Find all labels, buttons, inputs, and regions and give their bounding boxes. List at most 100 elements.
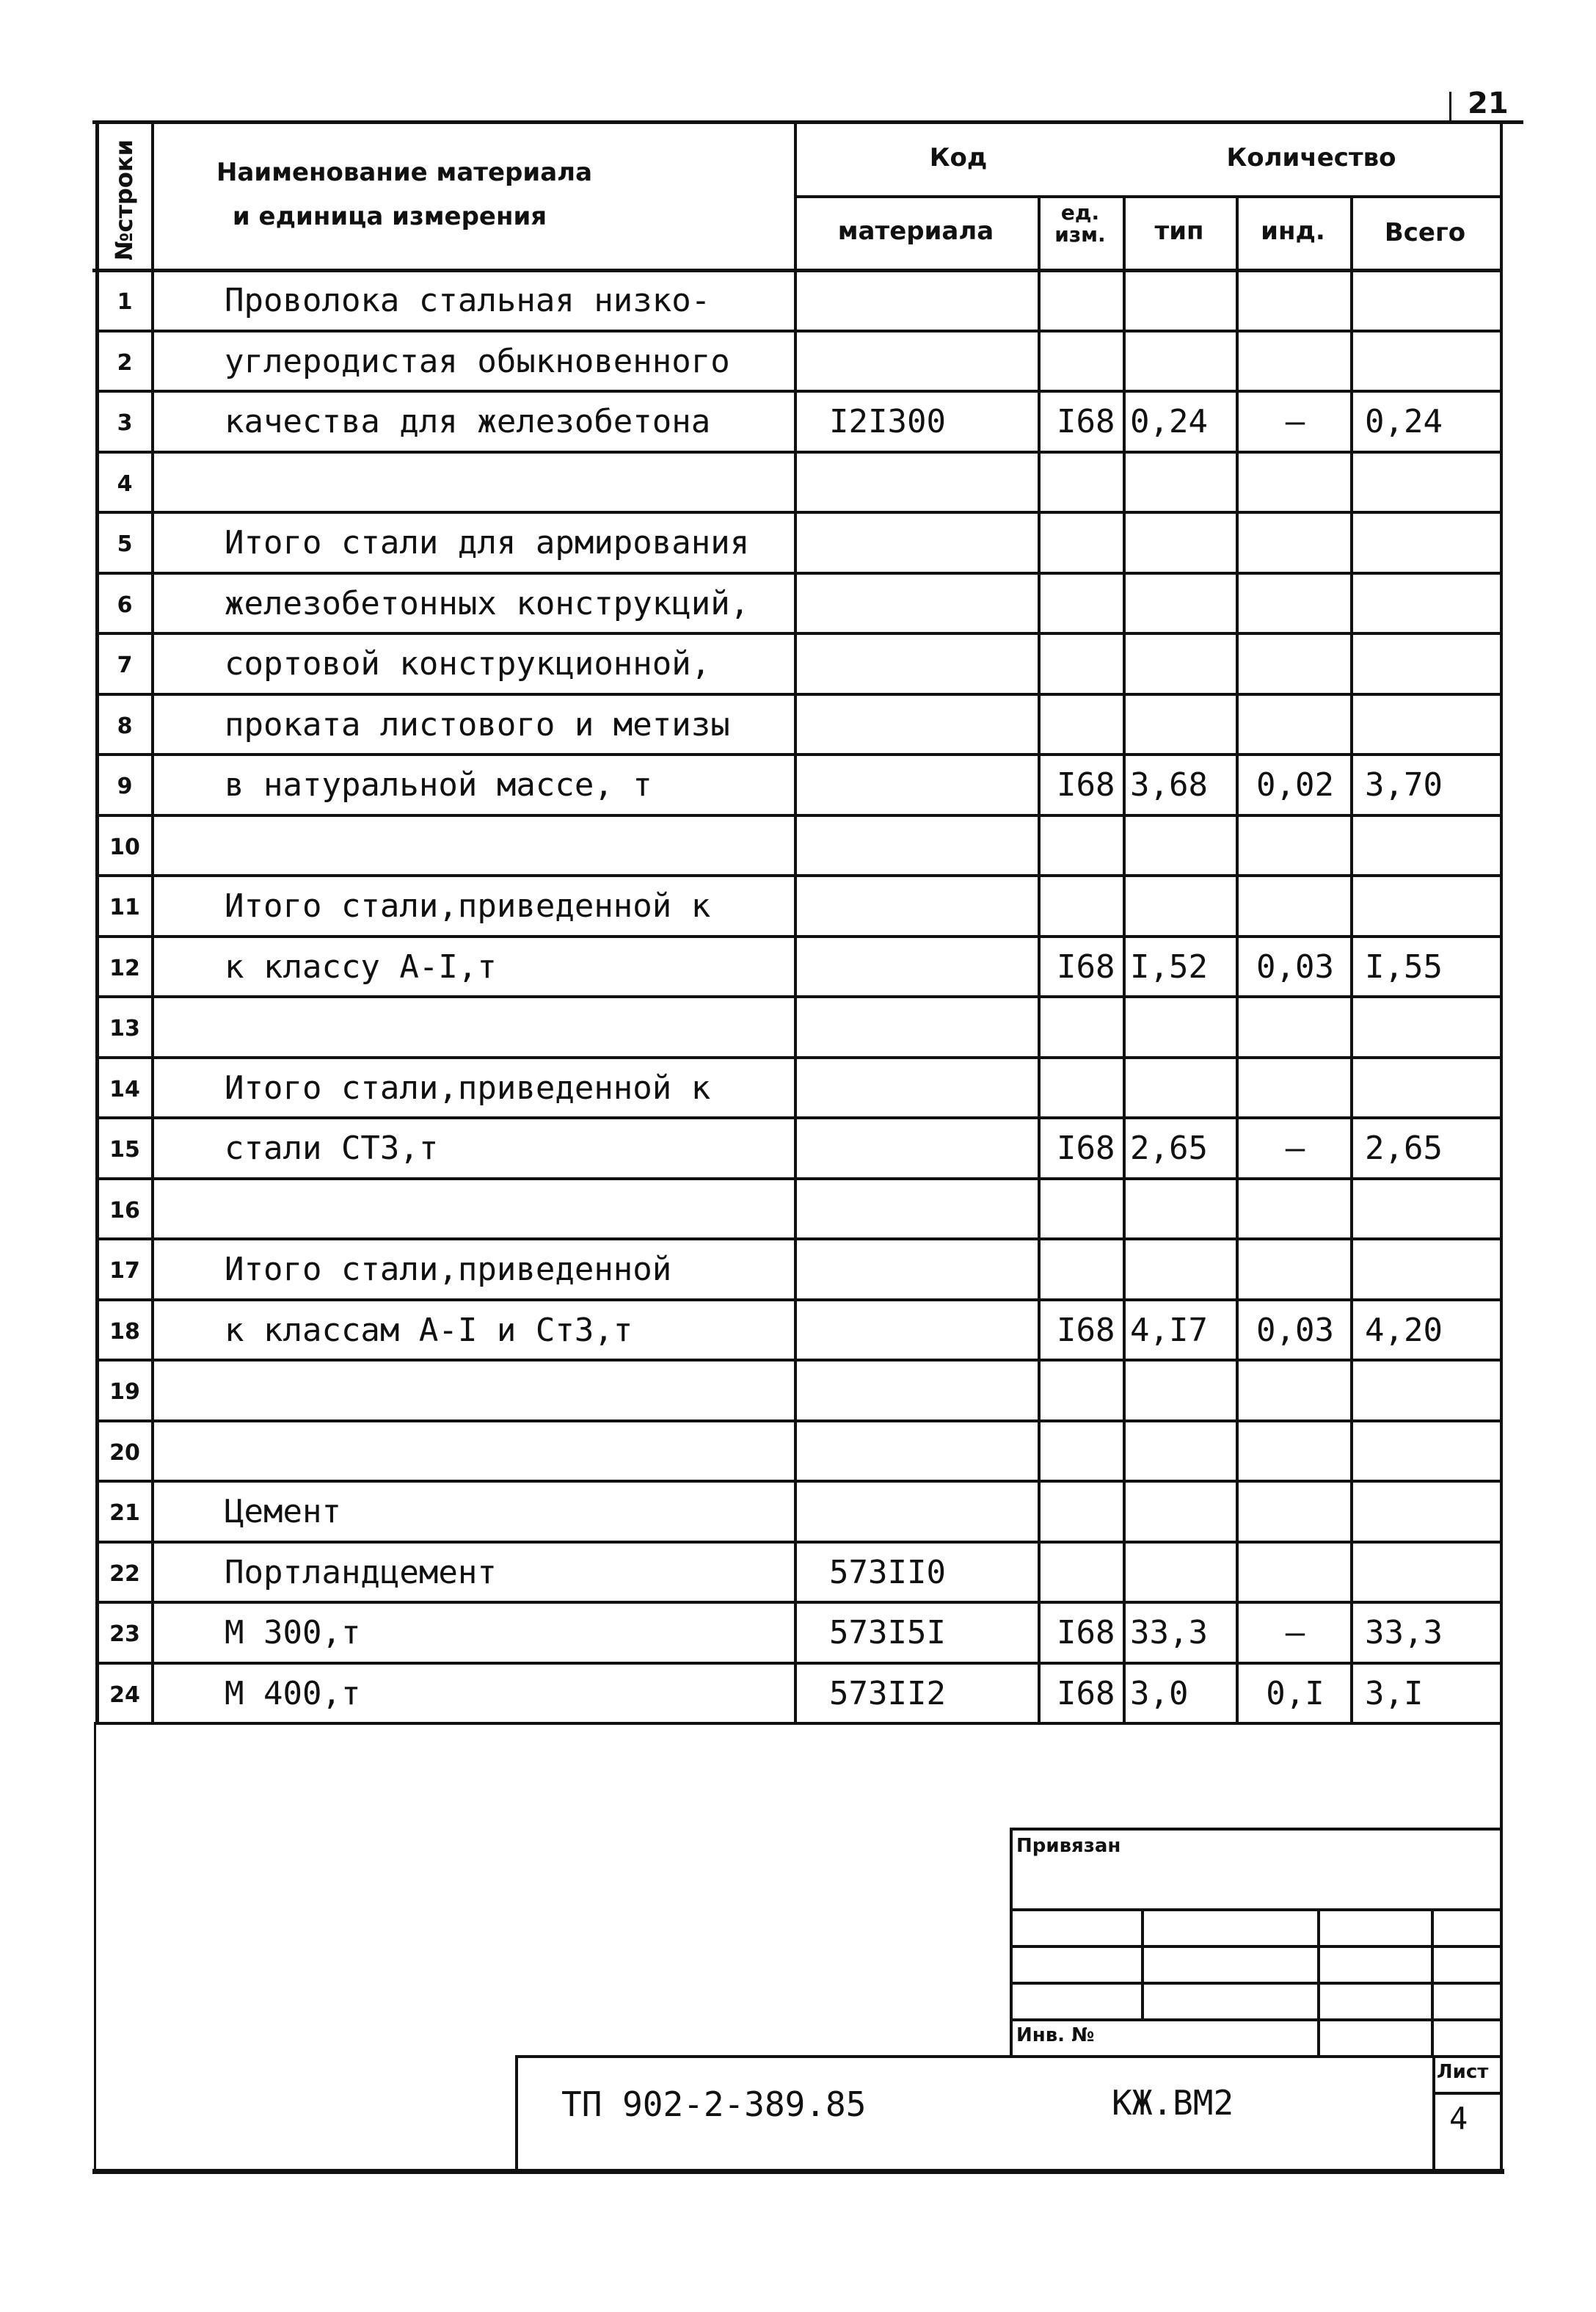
material-name: Проволока стальная низко- bbox=[225, 282, 711, 319]
unit-code: I68 bbox=[1057, 766, 1115, 804]
quantity-ind: – bbox=[1285, 403, 1305, 440]
row-number: 2 bbox=[117, 349, 133, 376]
material-name: М 300,т bbox=[225, 1614, 361, 1651]
quantity-total: 3,I bbox=[1365, 1674, 1424, 1712]
stamp-line bbox=[1010, 1945, 1503, 1948]
header-code-material: материала bbox=[837, 217, 994, 246]
stamp-line bbox=[1432, 2092, 1503, 2095]
material-code: 573II2 bbox=[829, 1674, 946, 1712]
column-line bbox=[1500, 120, 1503, 1723]
row-line bbox=[95, 1055, 1501, 1059]
stamp-doc: ТП 902-2-389.85 bbox=[561, 2084, 867, 2124]
quantity-typ: 2,65 bbox=[1130, 1130, 1208, 1167]
material-name: проката листового и метизы bbox=[225, 705, 730, 744]
row-line bbox=[95, 1419, 1501, 1422]
stamp-line bbox=[1010, 2018, 1503, 2021]
quantity-ind: – bbox=[1285, 1614, 1305, 1651]
row-line bbox=[95, 1722, 1501, 1725]
material-name: железобетонных конструкций, bbox=[225, 584, 750, 622]
quantity-total: 0,24 bbox=[1365, 403, 1443, 440]
row-number: 21 bbox=[109, 1500, 140, 1526]
row-line bbox=[95, 329, 1501, 332]
quantity-ind: 0,I bbox=[1266, 1674, 1324, 1712]
stamp-sheet-label: Лист bbox=[1437, 2061, 1489, 2083]
row-number: 18 bbox=[109, 1318, 140, 1345]
stamp-line bbox=[1432, 2055, 1435, 2173]
column-line bbox=[1236, 195, 1239, 1723]
row-number: 19 bbox=[109, 1379, 140, 1405]
header-ind: инд. bbox=[1261, 217, 1325, 246]
unit-code: I68 bbox=[1057, 1614, 1115, 1651]
row-number: 10 bbox=[109, 834, 140, 860]
material-name: Итого стали,приведенной к bbox=[225, 1069, 711, 1107]
row-number: 3 bbox=[117, 410, 133, 436]
row-line bbox=[95, 571, 1501, 575]
header-row-no: №строки bbox=[110, 139, 138, 261]
row-line bbox=[95, 632, 1501, 635]
stamp-bound: Привязан bbox=[1016, 1835, 1121, 1857]
quantity-total: 4,20 bbox=[1365, 1311, 1443, 1349]
material-code: I2I300 bbox=[829, 403, 946, 440]
row-number: 24 bbox=[109, 1682, 140, 1708]
quantity-total: I,55 bbox=[1365, 948, 1443, 986]
material-name: М 400,т bbox=[225, 1674, 361, 1712]
quantity-typ: 33,3 bbox=[1130, 1614, 1208, 1651]
header-name-unit: и единица измерения bbox=[232, 202, 547, 231]
stamp-line bbox=[1431, 1908, 1434, 2055]
stamp-inv: Инв. № bbox=[1016, 2024, 1095, 2046]
header-unit-2: изм. bbox=[1054, 222, 1106, 247]
unit-code: I68 bbox=[1057, 1130, 1115, 1167]
row-line bbox=[95, 1177, 1501, 1180]
row-line bbox=[95, 511, 1501, 514]
row-number: 23 bbox=[109, 1621, 140, 1647]
quantity-total: 3,70 bbox=[1365, 766, 1443, 804]
header-mid-line bbox=[794, 195, 1501, 198]
row-line bbox=[95, 934, 1501, 938]
material-name: стали СТ3,т bbox=[225, 1130, 439, 1167]
stamp-line bbox=[515, 2055, 1503, 2058]
quantity-ind: 0,03 bbox=[1256, 1311, 1334, 1349]
row-number: 7 bbox=[117, 652, 133, 678]
column-line bbox=[1350, 195, 1353, 1723]
stamp-line bbox=[1010, 1828, 1503, 1831]
unit-code: I68 bbox=[1057, 1674, 1115, 1712]
row-line bbox=[95, 874, 1501, 877]
stamp-sheet: 4 bbox=[1449, 2101, 1468, 2137]
material-name: в натуральной массе, т bbox=[225, 766, 652, 804]
header-quantity: Количество bbox=[1226, 143, 1396, 172]
column-line bbox=[151, 120, 154, 1723]
quantity-ind: 0,02 bbox=[1256, 766, 1334, 804]
header-code: Код bbox=[929, 143, 988, 172]
row-line bbox=[95, 1661, 1501, 1665]
stamp-mark: КЖ.ВМ2 bbox=[1112, 2083, 1234, 2123]
material-code: 573I5I bbox=[829, 1614, 946, 1651]
stamp-line bbox=[1141, 1908, 1144, 2018]
row-line bbox=[95, 1601, 1501, 1604]
material-name: Итого стали для армирования bbox=[225, 524, 750, 561]
quantity-typ: 3,68 bbox=[1130, 766, 1208, 804]
material-name: сортовой конструкционной, bbox=[225, 645, 711, 683]
left-margin-line bbox=[94, 1722, 96, 2173]
header-name: Наименование материала bbox=[216, 158, 593, 187]
row-line bbox=[95, 1540, 1501, 1544]
row-number: 5 bbox=[117, 531, 133, 557]
row-line bbox=[95, 692, 1501, 696]
row-number: 17 bbox=[109, 1258, 140, 1284]
quantity-typ: 3,0 bbox=[1130, 1674, 1189, 1712]
material-name: Портландцемент bbox=[225, 1553, 497, 1591]
material-name: к классу А-I,т bbox=[225, 948, 497, 986]
row-number: 1 bbox=[117, 289, 133, 315]
quantity-typ: I,52 bbox=[1130, 948, 1208, 986]
row-line bbox=[95, 1116, 1501, 1119]
row-line bbox=[95, 753, 1501, 756]
unit-code: I68 bbox=[1057, 948, 1115, 986]
row-line bbox=[95, 1237, 1501, 1240]
stamp-line bbox=[1317, 1908, 1320, 2055]
column-line bbox=[794, 120, 797, 1723]
unit-code: I68 bbox=[1057, 1311, 1115, 1349]
page-number: 21 bbox=[1468, 87, 1509, 120]
unit-code: I68 bbox=[1057, 403, 1115, 440]
column-line bbox=[95, 120, 99, 1723]
quantity-total: 2,65 bbox=[1365, 1130, 1443, 1167]
